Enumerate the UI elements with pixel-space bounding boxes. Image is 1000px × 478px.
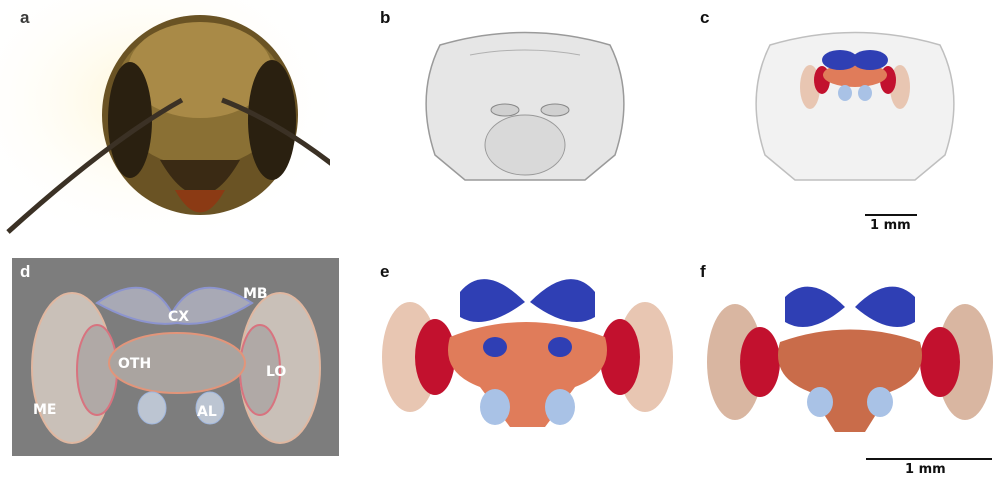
panel-label-e: e	[380, 262, 390, 281]
panel-label-d: d	[20, 262, 31, 281]
brain-render-posterior	[707, 286, 993, 432]
roi-label-lo: LO	[266, 364, 287, 380]
scale-label-c: 1 mm	[870, 218, 911, 233]
bee-head-photo	[0, 0, 330, 250]
brain-section-image	[12, 258, 339, 456]
scale-bar-f	[866, 458, 992, 460]
head-with-brain-render	[755, 31, 955, 181]
roi-label-al: AL	[197, 404, 217, 420]
panel-label-f: f	[700, 262, 706, 281]
roi-label-me: ME	[33, 402, 57, 418]
roi-label-oth: OTH	[118, 356, 152, 372]
head-capsule-render	[425, 31, 625, 181]
panel-label-b: b	[380, 8, 391, 27]
panel-label-c: c	[700, 8, 710, 27]
scale-label-f: 1 mm	[905, 462, 946, 477]
brain-render-frontal	[382, 279, 673, 427]
scale-bar-c	[865, 214, 917, 216]
roi-label-mb: MB	[243, 286, 268, 302]
roi-label-cx: CX	[168, 309, 190, 325]
